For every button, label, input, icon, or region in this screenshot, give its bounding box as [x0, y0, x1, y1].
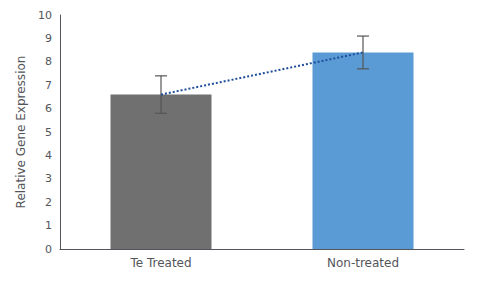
svg-text:6: 6: [45, 102, 52, 115]
svg-text:0: 0: [45, 243, 52, 256]
svg-text:Relative Gene Expression: Relative Gene Expression: [14, 56, 28, 209]
svg-text:2: 2: [45, 196, 52, 209]
svg-text:3: 3: [45, 172, 52, 185]
svg-text:5: 5: [45, 126, 52, 139]
svg-text:10: 10: [38, 9, 52, 22]
svg-text:Non-treated: Non-treated: [327, 256, 399, 270]
svg-text:7: 7: [45, 79, 52, 92]
svg-text:Te Treated: Te Treated: [129, 256, 191, 270]
svg-text:8: 8: [45, 55, 52, 68]
svg-text:4: 4: [45, 149, 52, 162]
svg-text:1: 1: [45, 219, 52, 232]
svg-text:9: 9: [45, 32, 52, 45]
